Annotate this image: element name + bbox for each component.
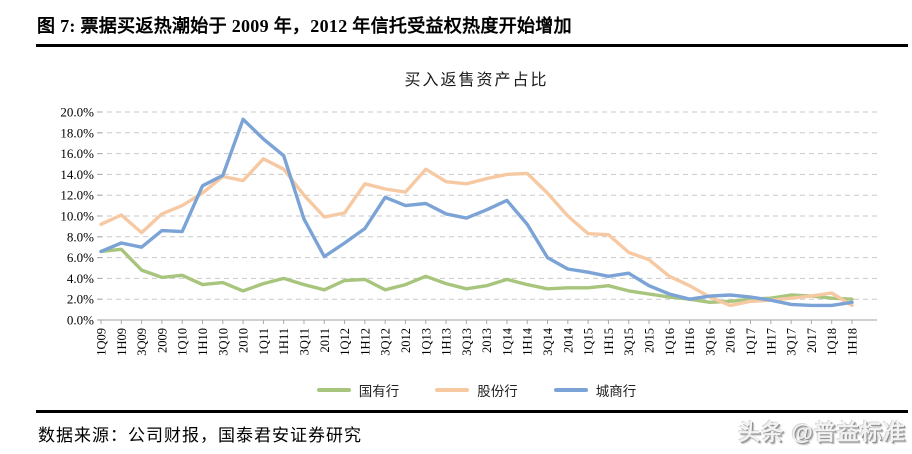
footer-divider (36, 410, 908, 413)
x-axis-label: 1Q09 (95, 328, 109, 356)
series-line-1 (99, 157, 854, 308)
x-axis-label: 1Q18 (825, 328, 839, 356)
y-axis-label: 12.0% (60, 188, 94, 203)
x-axis-label: 2011 (318, 328, 332, 353)
y-axis-label: 2.0% (67, 292, 94, 307)
x-axis-label: 1Q13 (419, 328, 433, 356)
x-axis-label: 3Q15 (622, 328, 636, 356)
chart-legend: 国有行 股份行 城商行 (101, 380, 852, 400)
x-axis-label: 2016 (724, 328, 738, 353)
x-axis-label: 2009 (155, 328, 169, 353)
x-axis-label: 2013 (480, 328, 494, 353)
legend-label: 国有行 (358, 384, 400, 399)
y-axis-label: 10.0% (60, 209, 94, 224)
legend-item: 国有行 (316, 380, 400, 400)
legend-swatch (316, 388, 351, 392)
source-line: 数据来源：公司财报，国泰君安证券研究 (38, 426, 362, 445)
legend-item: 股份行 (435, 380, 518, 400)
x-axis-label: 2017 (805, 328, 819, 353)
series-line-2 (99, 117, 854, 308)
x-axis-label: 3Q13 (460, 328, 474, 356)
x-axis-label: 1Q10 (176, 328, 190, 356)
x-axis-label: 1Q11 (257, 328, 271, 355)
x-axis-label: 1H15 (602, 328, 616, 356)
x-axis-label: 3Q16 (703, 328, 717, 356)
legend-swatch (553, 388, 588, 392)
chart-title: 买入返售资产占比 (404, 72, 549, 89)
y-axis-label: 16.0% (60, 146, 94, 161)
x-axis-label: 3Q12 (379, 328, 393, 356)
y-axis-label: 20.0% (60, 105, 94, 120)
x-axis-label: 2015 (643, 328, 657, 353)
x-axis-label: 1H17 (764, 328, 778, 356)
legend-label: 城商行 (595, 384, 637, 399)
legend-label: 股份行 (477, 384, 518, 399)
x-axis-label: 3Q11 (297, 328, 311, 355)
x-axis-label: 1H18 (846, 328, 860, 356)
x-axis-label: 1Q14 (500, 327, 514, 356)
x-axis-label: 3Q17 (785, 328, 799, 356)
figure-title: 图 7: 票据买返热潮始于 2009 年，2012 年信托受益权热度开始增加 (37, 16, 572, 36)
series-line-0 (99, 247, 854, 305)
x-axis-label: 2014 (561, 327, 575, 353)
title-divider (36, 44, 908, 47)
y-axis-label: 4.0% (67, 271, 94, 286)
y-axis-label: 18.0% (60, 125, 94, 140)
x-axis-label: 1H16 (683, 328, 697, 356)
x-axis-label: 1H14 (521, 327, 535, 356)
x-axis-label: 2010 (237, 328, 251, 353)
x-axis-label: 1H12 (358, 328, 372, 356)
x-axis-label: 1Q17 (744, 328, 758, 356)
x-axis-label: 3Q14 (541, 327, 555, 356)
y-axis-label: 8.0% (67, 229, 94, 244)
legend-swatch (435, 388, 470, 392)
x-axis-label: 3Q10 (216, 328, 230, 356)
y-axis-label: 0.0% (67, 313, 94, 328)
x-axis-label: 1H13 (440, 328, 454, 356)
legend-item: 城商行 (553, 380, 637, 400)
x-axis-label: 1H11 (277, 328, 291, 355)
x-axis-label: 1H09 (115, 328, 129, 356)
x-axis-label: 2012 (399, 328, 413, 353)
x-axis-label: 3Q09 (135, 328, 149, 356)
watermark: 头条 @普益标准 (738, 420, 906, 445)
x-axis-label: 1Q12 (338, 328, 352, 356)
y-axis-label: 6.0% (67, 250, 94, 265)
x-axis-label: 1Q15 (582, 328, 596, 356)
chart-plot: 0.0% 2.0% 4.0% 6.0% 8.0% 10.0% 12.0% 14.0% 16.0%… (60, 105, 877, 356)
x-axis-label: 1Q16 (663, 328, 677, 356)
y-axis-label: 14.0% (60, 167, 94, 182)
x-axis-label: 1H10 (196, 328, 210, 356)
